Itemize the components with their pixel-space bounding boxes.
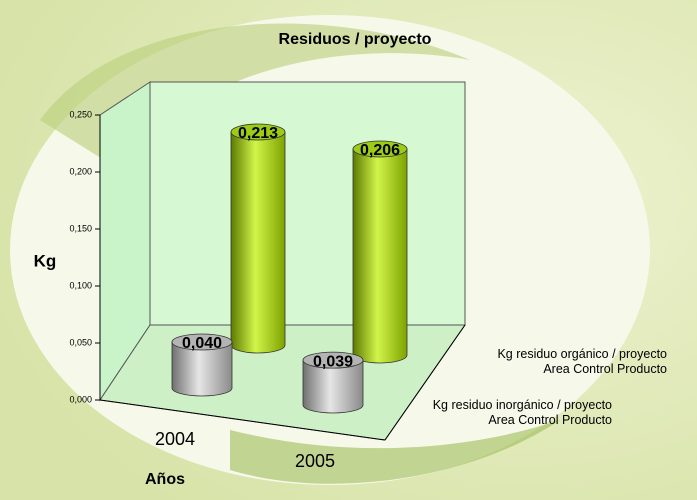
y-tick-label: 0,200 — [69, 166, 92, 176]
x-tick-label: 2004 — [155, 429, 195, 449]
y-axis-title: Kg — [34, 251, 57, 270]
bar-top — [352, 140, 408, 158]
bar-top — [302, 351, 364, 369]
bar — [171, 341, 233, 397]
x-axis-title: Años — [145, 471, 185, 488]
y-tick-label: 0,250 — [69, 109, 92, 119]
background-swirl — [230, 420, 560, 484]
bar — [230, 131, 286, 354]
y-tick-label: 0,000 — [69, 394, 92, 404]
bar — [352, 148, 408, 364]
depth-axis — [384, 324, 466, 441]
y-tick-label: 0,050 — [69, 337, 92, 347]
back-wall — [149, 81, 466, 326]
y-tick-label: 0,100 — [69, 280, 92, 290]
x-axis — [99, 399, 386, 441]
data-label: 0,040 — [182, 335, 222, 352]
bar — [302, 359, 364, 414]
data-label: 0,213 — [238, 125, 278, 142]
legend-entry: Kg residuo orgánico / proyecto Area Cont… — [497, 347, 667, 376]
x-tick-label: 2005 — [295, 451, 335, 471]
data-label: 0,206 — [360, 142, 400, 159]
bar-top — [171, 333, 233, 351]
data-label: 0,039 — [313, 353, 353, 370]
bar-top — [230, 123, 286, 141]
legend-entry: Kg residuo inorgánico / proyecto Area Co… — [432, 398, 612, 427]
y-tick-label: 0,150 — [69, 223, 92, 233]
chart-title: Residuos / proyecto — [279, 31, 432, 48]
